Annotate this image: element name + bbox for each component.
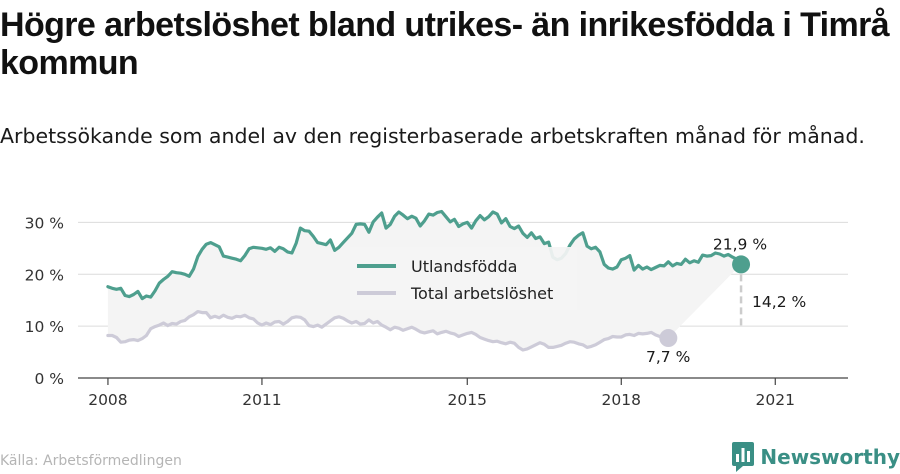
series-line-total	[106, 310, 670, 352]
end-point-total	[659, 329, 678, 348]
x-tick-label: 2018	[602, 391, 641, 409]
x-tick-label: 2021	[756, 391, 795, 409]
x-axis: 2008 2011 2015 2018 2021	[78, 377, 848, 409]
y-tick-label: 10 %	[25, 318, 64, 336]
y-tick-label: 20 %	[25, 266, 64, 284]
legend-label-foreign: Utlandsfödda	[411, 257, 517, 276]
gap-label: 14,2 %	[752, 293, 806, 311]
y-tick-label: 0 %	[34, 370, 64, 388]
legend-label-total: Total arbetslöshet	[410, 284, 553, 303]
chart-subtitle: Arbetssökande som andel av den registerb…	[0, 124, 865, 148]
page-title: Högre arbetslöshet bland utrikes- än inr…	[0, 6, 890, 82]
legend-background	[350, 247, 577, 310]
source-credit: Källa: Arbetsförmedlingen	[0, 453, 182, 469]
brand: Newsworthy	[732, 441, 900, 473]
end-label-foreign: 21,9 %	[713, 235, 767, 253]
end-point-foreign	[732, 255, 751, 274]
brand-name: Newsworthy	[760, 445, 900, 469]
x-tick-label: 2011	[242, 391, 281, 409]
y-axis-ticks: 0 % 10 % 20 % 30 %	[25, 214, 64, 388]
y-tick-label: 30 %	[25, 214, 64, 232]
end-label-total: 7,7 %	[646, 348, 690, 366]
x-tick-label: 2008	[88, 391, 127, 409]
x-tick-label: 2015	[448, 391, 487, 409]
legend: Utlandsfödda Total arbetslöshet	[350, 247, 577, 310]
newsworthy-logo-icon	[732, 442, 755, 472]
series-line-foreign	[106, 209, 743, 301]
